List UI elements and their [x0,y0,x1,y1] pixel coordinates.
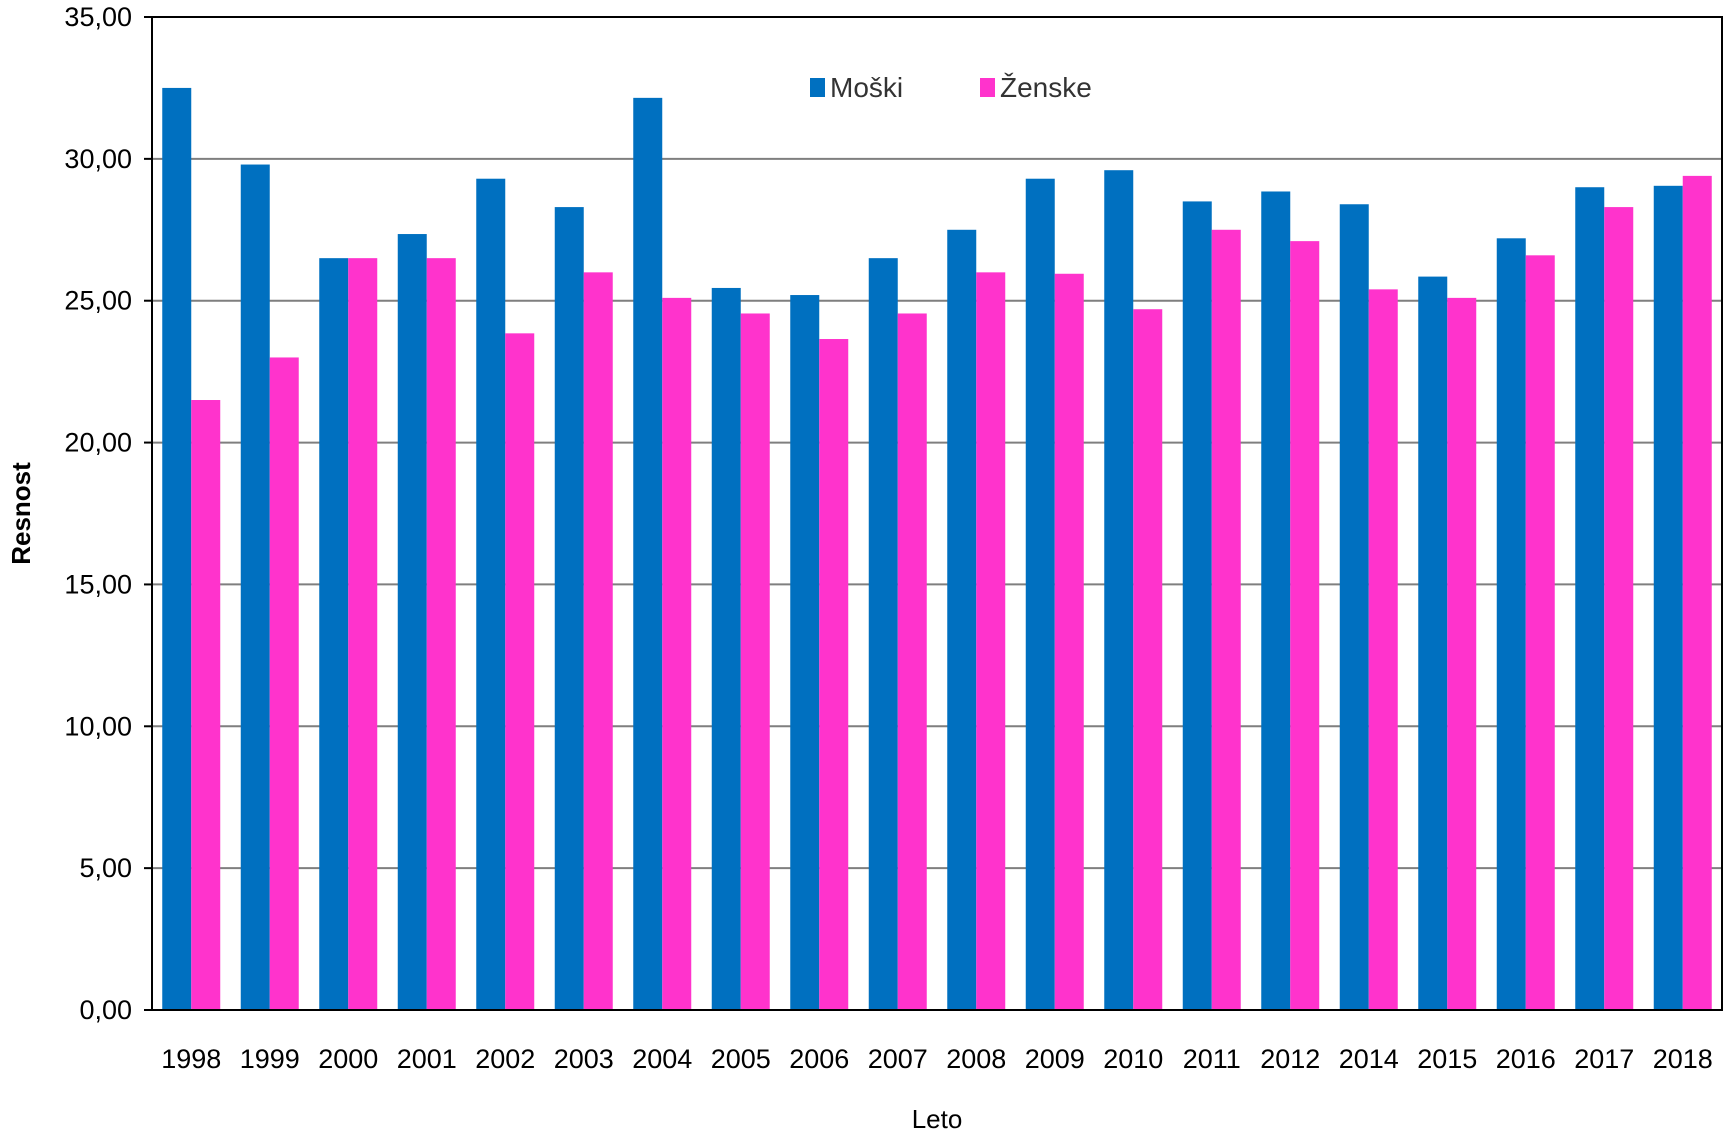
x-axis-ticks: 1998 1999 2000 2001 2002 2003 2004 2005 2006 2007… [161,1044,1713,1074]
legend-swatch [980,78,995,97]
bar-zenske-2003 [583,272,613,1010]
x-tick-label: 2017 [1574,1044,1634,1074]
bar-zenske-2016 [1525,255,1555,1010]
x-tick-label: 2010 [1103,1044,1163,1074]
x-tick-label: 2005 [711,1044,771,1074]
x-tick-label: 2004 [632,1044,692,1074]
x-tick-label: 2001 [397,1044,457,1074]
y-tick-label: 30,00 [64,144,132,174]
bar-zenske-2002 [505,333,535,1010]
legend-label: Moški [830,72,903,103]
bar-moski-2018 [1653,185,1683,1010]
bar-moski-2003 [554,207,584,1011]
bar-zenske-2000 [348,258,378,1011]
bar-moski-2012 [1261,191,1291,1011]
gridlines [152,16,1722,1011]
x-tick-label: 2003 [554,1044,614,1074]
bar-moski-1998 [162,87,192,1010]
x-tick-label: 2012 [1260,1044,1320,1074]
bar-moski-2008 [947,229,977,1011]
x-tick-label: 2014 [1339,1044,1399,1074]
x-tick-label: 1998 [161,1044,221,1074]
bar-moski-2002 [476,178,506,1010]
x-tick-label: 2002 [475,1044,535,1074]
bar-zenske-2005 [740,313,770,1010]
bars [162,87,1712,1011]
bar-zenske-2010 [1133,309,1163,1010]
y-tick-label: 10,00 [64,711,132,741]
x-tick-label: 2011 [1183,1044,1241,1074]
legend-label: Ženske [1000,72,1092,103]
y-axis-title: Resnost [6,462,36,565]
x-tick-label: 2008 [946,1044,1006,1074]
legend: Moški Ženske [810,72,1092,103]
x-tick-label: 2009 [1025,1044,1085,1074]
bar-zenske-2018 [1682,175,1712,1010]
x-tick-label: 1999 [240,1044,300,1074]
x-tick-label: 2018 [1653,1044,1713,1074]
bar-moski-1999 [240,164,270,1010]
x-tick-label: 2016 [1496,1044,1556,1074]
bar-zenske-2012 [1290,241,1320,1011]
bar-zenske-2008 [976,272,1006,1010]
bar-moski-2015 [1418,276,1448,1010]
bar-moski-2017 [1575,187,1605,1010]
x-tick-label: 2007 [868,1044,928,1074]
bar-moski-2014 [1339,204,1369,1010]
x-tick-label: 2015 [1417,1044,1477,1074]
bar-zenske-2015 [1447,297,1477,1010]
bar-moski-2006 [790,295,820,1010]
bar-moski-2009 [1025,178,1055,1010]
bar-moski-2016 [1496,238,1526,1011]
x-axis-title: Leto [912,1104,963,1131]
bar-zenske-1998 [191,400,221,1010]
bar-moski-2001 [397,234,427,1010]
bar-zenske-2004 [662,297,692,1010]
bar-zenske-2007 [897,313,927,1010]
bar-zenske-2001 [426,258,456,1011]
bar-zenske-2006 [819,339,849,1010]
bar-zenske-1999 [269,357,299,1010]
bar-zenske-2009 [1054,273,1084,1010]
x-tick-label: 2000 [318,1044,378,1074]
plot-frame [151,16,1723,1011]
bar-moski-2004 [633,97,663,1010]
y-tick-label: 35,00 [64,2,132,32]
y-tick-label: 5,00 [79,853,132,883]
bar-moski-2005 [711,287,741,1010]
y-tick-label: 25,00 [64,286,132,316]
y-tick-label: 20,00 [64,428,132,458]
y-tick-label: 15,00 [64,569,132,599]
y-axis-ticks: 0,00 5,00 10,00 15,00 20,00 25,00 30,00 35,00 [64,2,152,1025]
x-tick-label: 2006 [789,1044,849,1074]
bar-zenske-2017 [1604,207,1634,1011]
bar-zenske-2011 [1211,229,1241,1011]
bar-zenske-2014 [1368,289,1398,1010]
bar-moski-2007 [868,258,898,1011]
bar-moski-2000 [319,258,349,1011]
bar-moski-2011 [1182,201,1212,1010]
y-tick-label: 0,00 [79,995,132,1025]
bar-moski-2010 [1104,170,1134,1011]
legend-swatch [810,78,825,97]
